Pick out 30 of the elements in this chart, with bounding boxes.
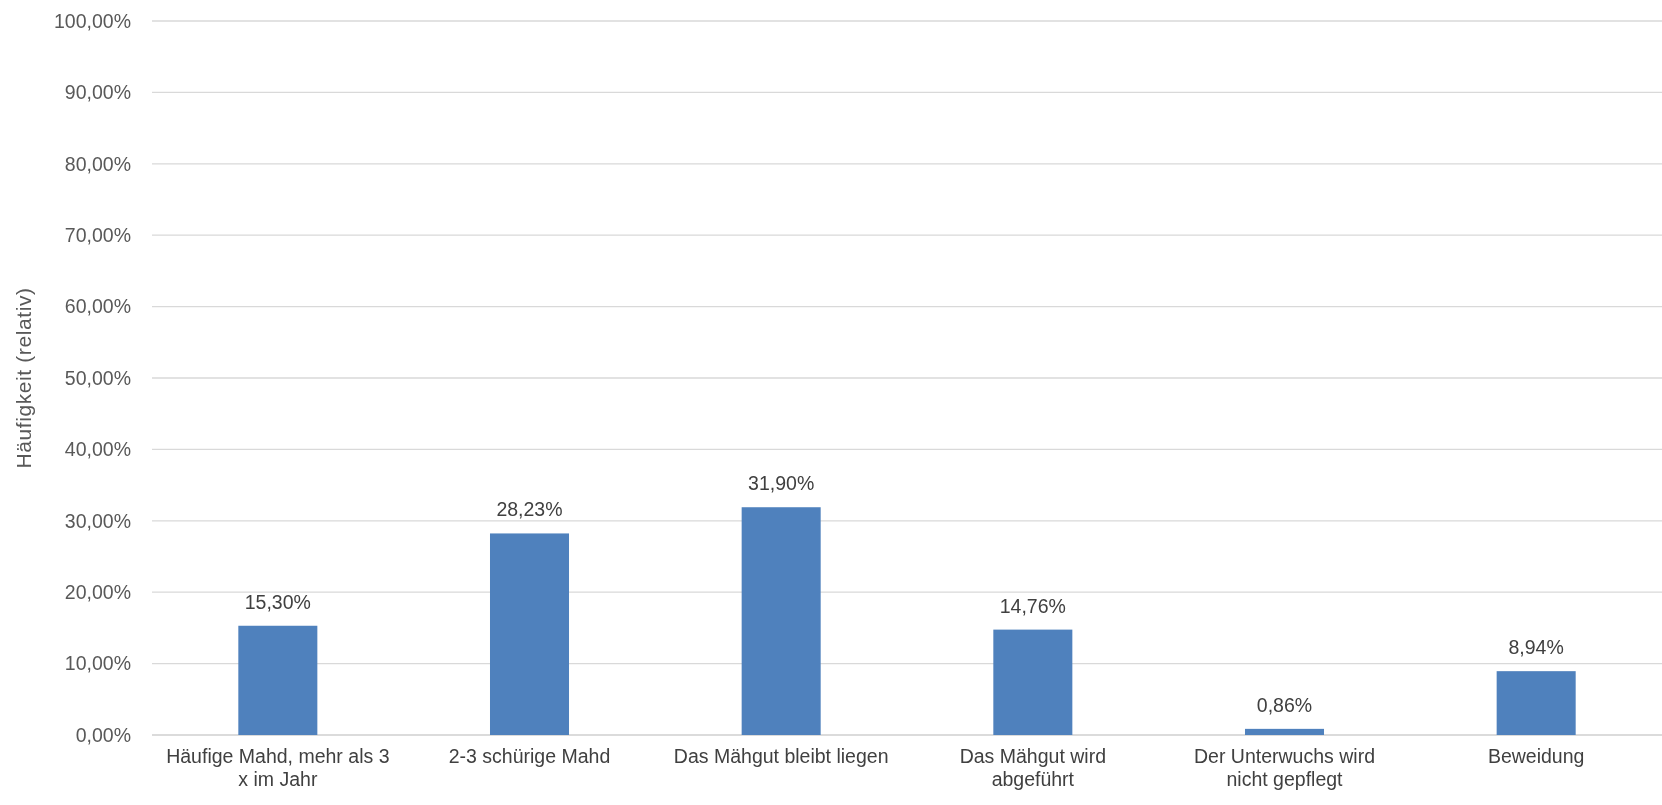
y-tick-label: 50,00% [64,366,131,389]
y-tick-label: 10,00% [64,652,131,675]
y-tick-label: 70,00% [64,223,131,246]
y-tick-label: 60,00% [64,295,131,318]
data-label: 31,90% [748,472,815,495]
y-tick-label: 90,00% [64,81,131,104]
bar [238,625,318,735]
data-label: 0,86% [1256,693,1313,716]
x-tick-label: Der Unterwuchs wird nicht gepflegt [1194,744,1375,791]
y-tick-label: 40,00% [64,438,131,461]
x-tick-label: Häufige Mahd, mehr als 3 x im Jahr [166,744,390,791]
y-axis-title: Häufigkeit (relativ) [12,287,35,469]
x-tick-label: Das Mähgut wird abgeführt [959,744,1106,791]
bar [489,533,570,735]
y-tick-label: 30,00% [64,509,131,532]
x-tick-label: Das Mähgut bleibt liegen [673,744,889,767]
y-tick-label: 100,00% [54,9,131,32]
bar [741,507,821,735]
bar [1496,671,1576,735]
data-label: 28,23% [496,498,563,521]
y-tick-label: 0,00% [75,723,131,746]
data-label: 8,94% [1508,636,1564,659]
y-tick-label: 20,00% [64,580,131,603]
data-label: 15,30% [244,590,311,613]
bar [993,629,1073,735]
x-tick-label: Beweidung [1487,744,1585,767]
y-tick-label: 80,00% [64,152,131,175]
bar [1244,728,1325,735]
data-label: 14,76% [999,594,1066,617]
x-tick-label: 2-3 schürige Mahd [448,744,611,767]
